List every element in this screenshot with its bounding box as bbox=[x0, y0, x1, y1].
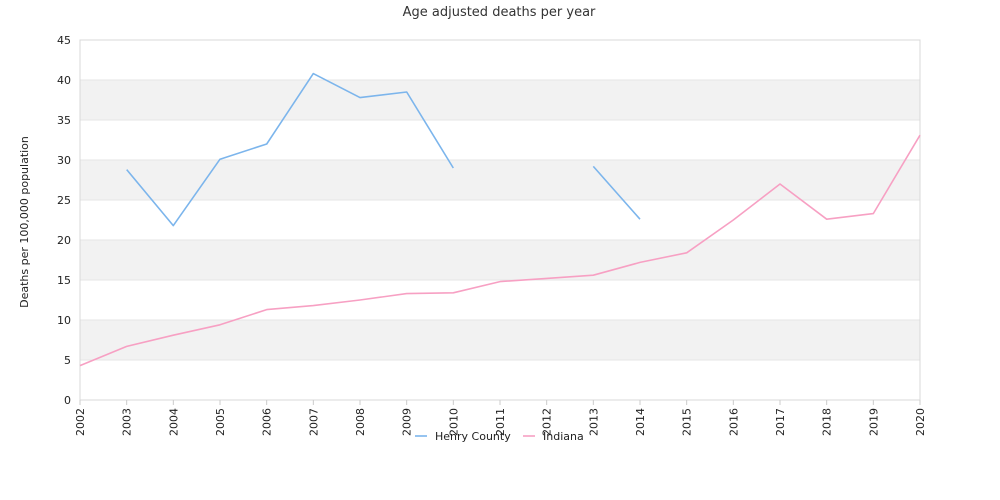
x-tick-label: 2016 bbox=[727, 408, 740, 436]
y-tick-label: 25 bbox=[57, 194, 71, 207]
chart-title: Age adjusted deaths per year bbox=[403, 5, 596, 20]
legend: Henry County Indiana bbox=[415, 430, 584, 443]
y-tick-label: 30 bbox=[57, 154, 71, 167]
x-tick-label: 2008 bbox=[354, 408, 367, 436]
x-tick-label: 2015 bbox=[681, 408, 694, 436]
series-line-henry-county bbox=[126, 72, 641, 227]
y-tick-label: 45 bbox=[57, 34, 71, 47]
x-tick-label: 2020 bbox=[914, 408, 927, 436]
y-axis: 0 5 10 15 20 25 30 35 40 45 bbox=[57, 34, 71, 407]
y-tick-label: 35 bbox=[57, 114, 71, 127]
series-layer bbox=[79, 72, 921, 367]
y-tick-label: 5 bbox=[64, 354, 71, 367]
grid-band bbox=[80, 80, 920, 120]
series-line-indiana bbox=[79, 134, 921, 367]
y-axis-title: Deaths per 100,000 population bbox=[18, 136, 31, 308]
legend-label: Indiana bbox=[543, 430, 584, 443]
legend-item[interactable]: Indiana bbox=[523, 430, 584, 443]
y-tick-label: 10 bbox=[57, 314, 71, 327]
x-tick-label: 2007 bbox=[307, 408, 320, 436]
x-tick-label: 2010 bbox=[447, 408, 460, 436]
x-tick-label: 2017 bbox=[774, 408, 787, 436]
grid-band bbox=[80, 160, 920, 200]
x-tick-label: 2004 bbox=[167, 408, 180, 436]
grid-bands bbox=[80, 80, 920, 360]
y-tick-label: 15 bbox=[57, 274, 71, 287]
x-tick-label: 2013 bbox=[587, 408, 600, 436]
y-tick-label: 40 bbox=[57, 74, 71, 87]
y-tick-label: 20 bbox=[57, 234, 71, 247]
x-tick-label: 2009 bbox=[401, 408, 414, 436]
x-tick-label: 2018 bbox=[821, 408, 834, 436]
x-tick-label: 2006 bbox=[261, 408, 274, 436]
legend-item[interactable]: Henry County bbox=[415, 430, 511, 443]
x-tick-label: 2014 bbox=[634, 408, 647, 436]
x-tick-label: 2019 bbox=[867, 408, 880, 436]
x-tick-label: 2003 bbox=[121, 408, 134, 436]
x-tick-label: 2002 bbox=[74, 408, 87, 436]
x-tick-label: 2011 bbox=[494, 408, 507, 436]
legend-label: Henry County bbox=[435, 430, 511, 443]
y-tick-label: 0 bbox=[64, 394, 71, 407]
x-tick-label: 2005 bbox=[214, 408, 227, 436]
x-axis: 2002 2003 2004 2005 2006 2007 2008 2009 2010 2011… bbox=[74, 400, 927, 436]
grid-band bbox=[80, 320, 920, 360]
x-tick-label: 2012 bbox=[541, 408, 554, 436]
grid-band bbox=[80, 240, 920, 280]
